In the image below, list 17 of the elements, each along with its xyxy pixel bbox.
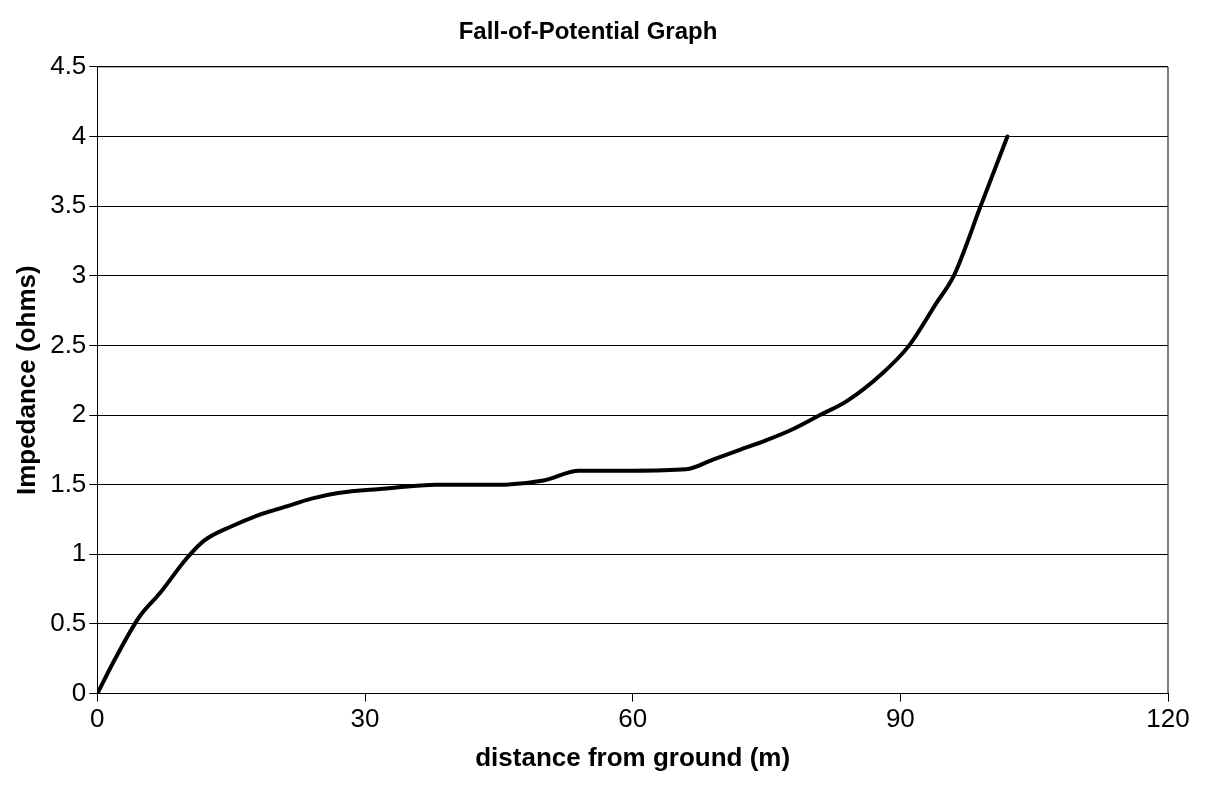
y-tick-label: 4 (71, 119, 87, 150)
y-tick-label: 4.5 (50, 49, 87, 80)
x-tick-label: 30 (350, 703, 380, 734)
y-tick-label: 1.5 (50, 467, 87, 498)
x-axis-title: distance from ground (m) (475, 741, 791, 772)
y-tick-label: 1 (71, 537, 87, 568)
x-tick-label: 120 (1146, 703, 1190, 734)
y-axis-title: Impedance (ohms) (10, 265, 41, 496)
x-tick-label: 60 (618, 703, 648, 734)
y-tick-label: 3 (71, 258, 87, 289)
y-tick-label: 2.5 (50, 328, 87, 359)
y-tick-label: 0.5 (50, 607, 87, 638)
chart-title: Fall-of-Potential Graph (458, 17, 718, 45)
y-tick-label: 3.5 (50, 189, 87, 220)
y-tick-label: 2 (71, 398, 87, 429)
y-tick-label: 0 (71, 676, 87, 707)
x-tick-label: 90 (885, 703, 915, 734)
